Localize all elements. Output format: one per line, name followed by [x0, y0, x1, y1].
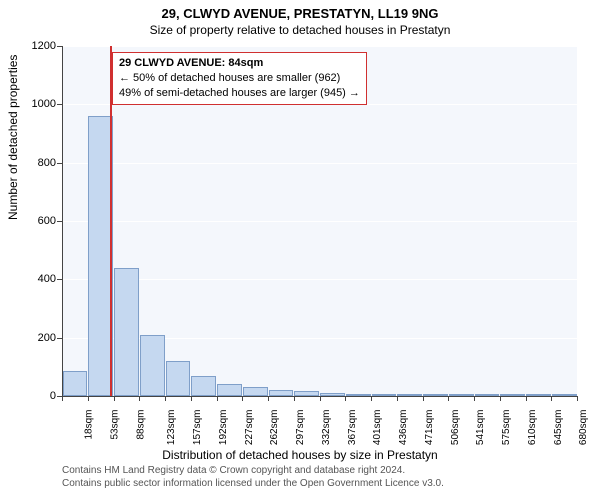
y-tick — [57, 338, 62, 339]
x-tick — [397, 396, 398, 401]
x-tick — [217, 396, 218, 401]
x-tick — [474, 396, 475, 401]
footer-line2: Contains public sector information licen… — [62, 477, 444, 490]
histogram-bar — [63, 371, 88, 396]
gridline — [62, 163, 577, 164]
gridline — [62, 279, 577, 280]
x-tick-label: 18sqm — [84, 410, 95, 440]
y-tick-label: 1000 — [16, 98, 56, 110]
y-tick-label: 200 — [16, 332, 56, 344]
x-tick-label: 262sqm — [269, 410, 280, 446]
x-tick — [191, 396, 192, 401]
histogram-bar — [88, 116, 113, 396]
histogram-bar — [243, 387, 268, 396]
x-tick — [242, 396, 243, 401]
x-tick — [345, 396, 346, 401]
x-tick-label: 332sqm — [321, 410, 332, 446]
histogram-bar — [140, 335, 165, 396]
x-tick — [165, 396, 166, 401]
x-tick — [88, 396, 89, 401]
x-tick — [320, 396, 321, 401]
y-tick-label: 800 — [16, 157, 56, 169]
x-tick-label: 541sqm — [475, 410, 486, 446]
x-tick-label: 680sqm — [578, 410, 589, 446]
x-tick-label: 436sqm — [398, 410, 409, 446]
histogram-bar — [114, 268, 139, 396]
x-tick-label: 297sqm — [295, 410, 306, 446]
x-tick — [448, 396, 449, 401]
x-tick — [551, 396, 552, 401]
x-axis-label: Distribution of detached houses by size … — [0, 448, 600, 462]
x-tick-label: 123sqm — [166, 410, 177, 446]
x-tick-label: 506sqm — [450, 410, 461, 446]
x-tick — [139, 396, 140, 401]
callout-box: 29 CLWYD AVENUE: 84sqm ← 50% of detached… — [112, 52, 367, 105]
x-tick-label: 88sqm — [135, 410, 146, 440]
y-tick-label: 1200 — [16, 40, 56, 52]
x-tick-label: 575sqm — [501, 410, 512, 446]
y-tick — [57, 279, 62, 280]
histogram-bar — [217, 384, 242, 396]
y-axis — [62, 46, 63, 396]
histogram-bar — [166, 361, 191, 396]
x-tick-label: 227sqm — [244, 410, 255, 446]
x-tick-label: 192sqm — [218, 410, 229, 446]
x-tick — [526, 396, 527, 401]
callout-line2: ← 50% of detached houses are smaller (96… — [119, 71, 360, 86]
footer-attribution: Contains HM Land Registry data © Crown c… — [62, 464, 444, 490]
x-tick — [371, 396, 372, 401]
x-tick-label: 157sqm — [192, 410, 203, 446]
callout-line1: 29 CLWYD AVENUE: 84sqm — [119, 56, 360, 71]
y-tick-label: 0 — [16, 390, 56, 402]
x-tick-label: 367sqm — [347, 410, 358, 446]
y-tick — [57, 163, 62, 164]
x-tick-label: 610sqm — [527, 410, 538, 446]
y-tick — [57, 46, 62, 47]
y-tick-label: 400 — [16, 273, 56, 285]
page-title: 29, CLWYD AVENUE, PRESTATYN, LL19 9NG — [0, 0, 600, 21]
x-tick-label: 401sqm — [372, 410, 383, 446]
y-axis-label: Number of detached properties — [6, 55, 20, 220]
x-tick — [268, 396, 269, 401]
x-tick-label: 53sqm — [109, 410, 120, 440]
x-tick-label: 471sqm — [424, 410, 435, 446]
chart-subtitle: Size of property relative to detached ho… — [0, 21, 600, 37]
callout-line3: 49% of semi-detached houses are larger (… — [119, 86, 360, 101]
x-tick — [294, 396, 295, 401]
gridline — [62, 46, 577, 47]
x-tick-label: 645sqm — [553, 410, 564, 446]
x-tick — [114, 396, 115, 401]
chart-area: 29 CLWYD AVENUE: 84sqm ← 50% of detached… — [62, 46, 577, 396]
histogram-bar — [191, 376, 216, 396]
y-tick-label: 600 — [16, 215, 56, 227]
x-tick — [423, 396, 424, 401]
x-tick — [500, 396, 501, 401]
y-tick — [57, 104, 62, 105]
y-tick — [57, 221, 62, 222]
gridline — [62, 221, 577, 222]
x-tick — [62, 396, 63, 401]
footer-line1: Contains HM Land Registry data © Crown c… — [62, 464, 444, 477]
x-tick — [577, 396, 578, 401]
